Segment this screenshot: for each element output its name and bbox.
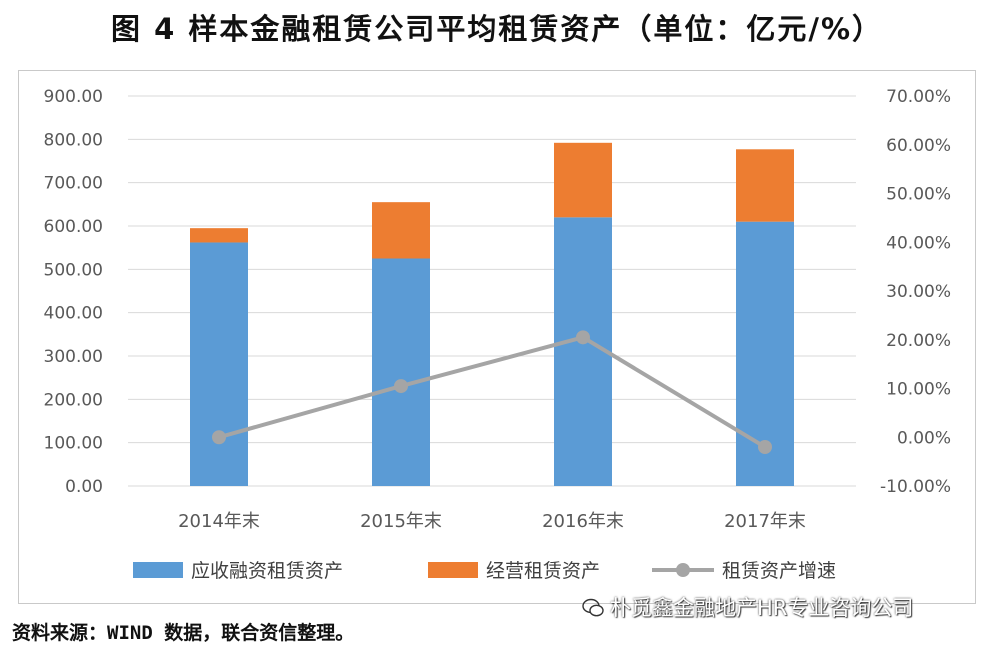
- legend-label: 租赁资产增速: [722, 560, 836, 582]
- left-tick-label: 100.00: [44, 434, 103, 454]
- bar-operating-lease: [736, 149, 794, 222]
- right-tick-label: 70.00%: [886, 87, 951, 107]
- left-tick-label: 500.00: [44, 260, 103, 280]
- watermark-text: 朴觅鑫金融地产HR专业咨询公司: [610, 596, 914, 620]
- x-tick-label: 2015年末: [360, 511, 442, 532]
- left-tick-label: 0.00: [65, 477, 103, 497]
- wechat-icon: [582, 598, 604, 617]
- legend-marker-growth: [676, 563, 690, 577]
- x-tick-label: 2014年末: [178, 511, 260, 532]
- left-tick-label: 200.00: [44, 390, 103, 410]
- bar-operating-lease: [190, 228, 248, 243]
- chart-frame: [18, 70, 976, 604]
- legend-label: 经营租赁资产: [486, 560, 600, 582]
- right-tick-label: 30.00%: [886, 282, 951, 302]
- growth-line-path: [218, 335, 767, 449]
- bar-finance-lease: [554, 217, 612, 487]
- right-tick-label: 40.00%: [886, 233, 951, 253]
- growth-point: [212, 430, 226, 445]
- left-axis: 0.00 100.00 200.00 300.00 400.00 500.00 600.00…: [44, 87, 103, 497]
- left-tick-label: 900.00: [44, 87, 103, 107]
- left-tick-label: 400.00: [44, 304, 103, 324]
- legend-swatch-operating-lease: [428, 562, 478, 578]
- right-tick-label: 50.00%: [886, 185, 951, 205]
- bar-operating-lease: [554, 142, 612, 218]
- growth-point: [576, 330, 590, 345]
- legend-swatch-finance-lease: [133, 562, 183, 578]
- chart-title: 图 4 样本金融租赁公司平均租赁资产（单位：亿元/%）: [110, 12, 884, 46]
- left-tick-label: 700.00: [44, 174, 103, 194]
- x-tick-label: 2017年末: [724, 511, 806, 532]
- x-tick-label: 2016年末: [542, 511, 624, 532]
- watermark: 朴觅鑫金融地产HR专业咨询公司: [582, 592, 913, 622]
- right-tick-label: 0.00%: [897, 428, 951, 448]
- right-tick-label: -10.00%: [880, 477, 951, 497]
- source-note: 资料来源：WIND 数据，联合资信整理。: [12, 622, 355, 644]
- bar-finance-lease: [372, 258, 430, 486]
- growth-point: [394, 379, 408, 394]
- right-tick-label: 60.00%: [886, 136, 951, 156]
- right-axis: -10.00% 0.00% 10.00% 20.00% 30.00% 40.00% 50.0…: [880, 87, 951, 497]
- legend-label: 应收融资租赁资产: [191, 560, 343, 582]
- left-tick-label: 600.00: [44, 217, 103, 237]
- growth-point: [758, 440, 772, 454]
- legend: 应收融资租赁资产 经营租赁资产 租赁资产增速: [133, 560, 836, 582]
- left-tick-label: 300.00: [44, 347, 103, 367]
- left-tick-label: 800.00: [44, 130, 103, 150]
- right-tick-label: 10.00%: [886, 380, 951, 400]
- x-axis: 2014年末 2015年末 2016年末 2017年末: [178, 511, 806, 532]
- right-tick-label: 20.00%: [886, 331, 951, 351]
- bars: [190, 142, 794, 487]
- bar-finance-lease: [190, 242, 248, 486]
- bar-operating-lease: [372, 202, 430, 259]
- gridlines: [128, 95, 856, 487]
- growth-line: [212, 330, 772, 454]
